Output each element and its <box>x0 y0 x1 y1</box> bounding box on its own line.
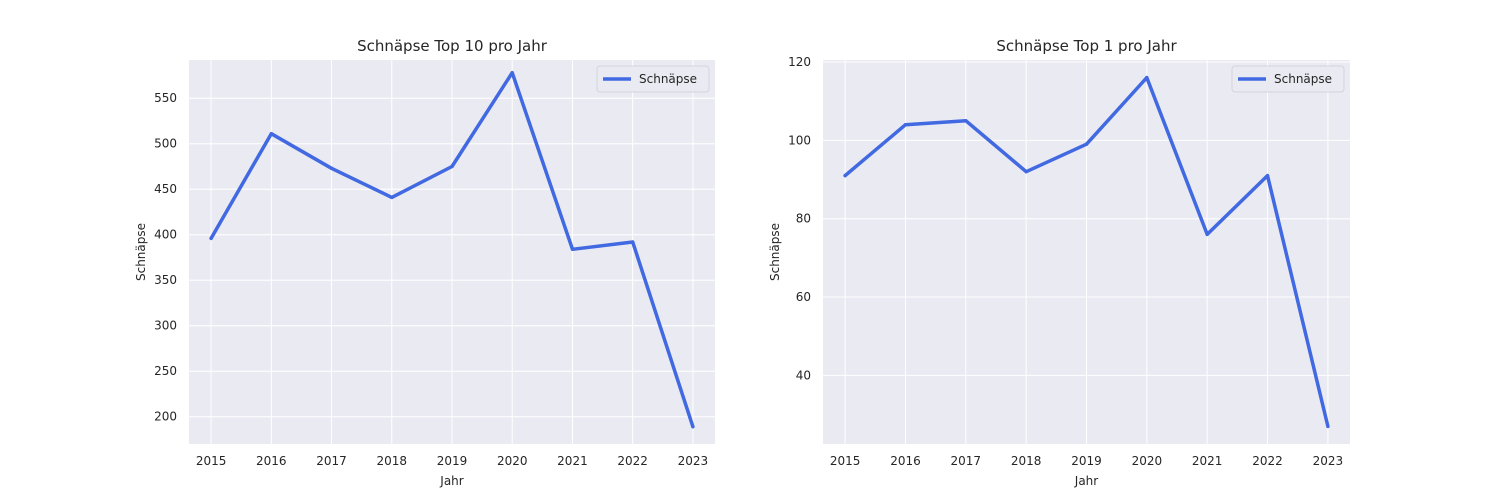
legend: Schnäpse <box>596 65 710 93</box>
chart-top10: 2015 2016 2017 2018 2019 2020 2021 2022 2023 200 2… <box>134 37 715 488</box>
legend: Schnäpse <box>1231 65 1345 93</box>
x-tick-label: 2017 <box>951 454 982 468</box>
data-point <box>450 164 454 169</box>
legend-box <box>1231 65 1345 93</box>
x-tick-label: 2015 <box>196 454 227 468</box>
x-tick-label: 2018 <box>376 454 407 468</box>
y-axis-label: Schnäpse <box>134 223 148 281</box>
data-point <box>903 123 908 127</box>
x-tick-label: 2023 <box>678 454 709 468</box>
x-axis-label: Jahr <box>439 474 463 488</box>
legend-entry: Schnäpse <box>1274 72 1332 86</box>
x-tick-label: 2023 <box>1313 454 1344 468</box>
data-point <box>843 173 847 178</box>
data-point <box>1326 424 1330 428</box>
data-point <box>510 71 514 75</box>
x-axis-label: Jahr <box>1074 474 1098 488</box>
legend-entry: Schnäpse <box>639 72 697 86</box>
y-tick-label: 250 <box>154 364 177 378</box>
y-tick-label: 550 <box>154 91 177 105</box>
chart-title: Schnäpse Top 10 pro Jahr <box>357 37 548 55</box>
x-tick-label: 2020 <box>497 454 528 468</box>
data-point <box>631 240 635 244</box>
x-tick-label: 2021 <box>1192 454 1223 468</box>
x-tick-label: 2016 <box>256 454 287 468</box>
data-point <box>1205 232 1209 236</box>
data-point <box>390 195 394 200</box>
y-tick-label: 100 <box>788 133 811 147</box>
data-point <box>1145 76 1149 80</box>
data-point <box>964 119 968 123</box>
data-point <box>329 166 334 170</box>
data-point <box>1084 142 1089 146</box>
y-tick-label: 350 <box>154 273 177 287</box>
data-point <box>691 425 695 429</box>
data-point <box>1265 173 1270 178</box>
x-tick-label: 2019 <box>1071 454 1102 468</box>
x-tick-label: 2018 <box>1011 454 1042 468</box>
y-tick-label: 450 <box>154 182 177 196</box>
y-tick-label: 200 <box>154 410 177 424</box>
y-tick-label: 400 <box>154 228 177 242</box>
data-point <box>209 236 213 240</box>
x-tick-label: 2015 <box>830 454 861 468</box>
y-tick-label: 60 <box>796 290 811 304</box>
y-axis-label: Schnäpse <box>768 223 782 281</box>
data-point <box>1024 170 1028 174</box>
legend-box <box>596 65 710 93</box>
x-tick-label: 2017 <box>316 454 347 468</box>
x-tick-label: 2022 <box>1252 454 1283 468</box>
x-tick-label: 2022 <box>617 454 648 468</box>
y-tick-label: 500 <box>154 137 177 151</box>
y-tick-label: 80 <box>796 212 811 226</box>
x-tick-label: 2019 <box>437 454 468 468</box>
y-tick-label: 120 <box>788 55 811 69</box>
y-tick-label: 40 <box>796 368 811 382</box>
chart-title: Schnäpse Top 1 pro Jahr <box>996 37 1177 55</box>
chart-top1: 2015 2016 2017 2018 2019 2020 2021 2022 2023 40 60… <box>768 37 1350 488</box>
y-tick-label: 300 <box>154 319 177 333</box>
x-tick-label: 2021 <box>557 454 588 468</box>
data-point <box>570 247 575 251</box>
x-tick-label: 2016 <box>890 454 921 468</box>
data-point <box>269 132 273 136</box>
x-tick-label: 2020 <box>1132 454 1163 468</box>
